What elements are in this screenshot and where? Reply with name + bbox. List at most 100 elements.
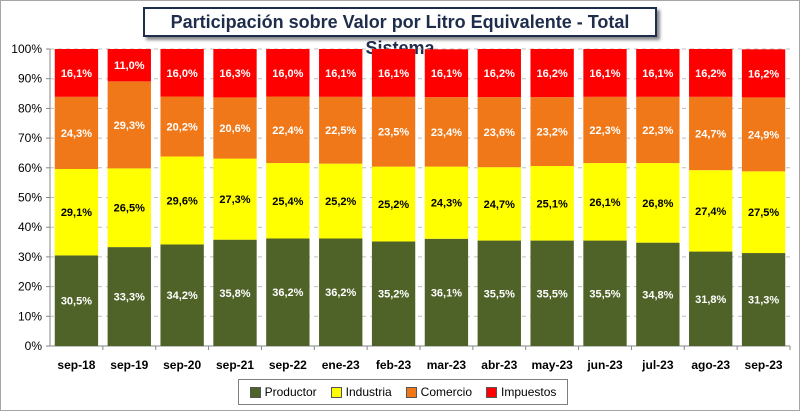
bar-segment-productor (213, 239, 257, 346)
y-tick-label: 70% (18, 131, 42, 145)
bar-segment-comercio (319, 96, 363, 164)
data-label: 16,2% (748, 68, 779, 80)
data-label: 35,5% (484, 288, 515, 300)
data-label: 16,1% (325, 68, 356, 80)
bar-segment-industria (424, 166, 469, 239)
data-label: 23,2% (537, 127, 568, 139)
bar-segment-productor (266, 238, 310, 346)
data-label: 16,1% (589, 68, 620, 80)
bar-segment-industria (741, 171, 786, 254)
data-label: 29,6% (167, 195, 198, 207)
data-label: 24,7% (484, 199, 515, 211)
data-label: 25,2% (325, 196, 356, 208)
data-label: 34,8% (642, 289, 673, 301)
bar-segment-comercio (213, 97, 257, 159)
bar-segment-impuestos (530, 49, 574, 98)
y-tick-label: 90% (18, 72, 42, 86)
data-label: 25,1% (537, 198, 568, 210)
data-label: 16,2% (537, 68, 568, 80)
legend-item: Impuestos (486, 385, 556, 399)
x-tick-label: abr-23 (481, 358, 517, 372)
bar-segment-impuestos (477, 49, 521, 98)
bar-segment-comercio (530, 97, 574, 167)
bar-segment-productor (583, 240, 627, 346)
bar-segment-productor (636, 242, 680, 346)
data-label: 11,0% (114, 60, 145, 72)
legend-label: Comercio (420, 385, 473, 399)
bar-segment-productor (371, 241, 416, 346)
x-tick-label: ago-23 (691, 358, 730, 372)
bar-segment-industria (160, 156, 204, 245)
x-tick-label: jun-23 (586, 358, 623, 372)
legend-swatch (405, 386, 417, 398)
data-label: 27,5% (748, 207, 779, 219)
data-label: 26,5% (114, 203, 145, 215)
bar-segment-impuestos (689, 49, 733, 97)
legend-item: Industria (330, 385, 392, 399)
legend-item: Comercio (405, 385, 473, 399)
data-label: 29,1% (61, 207, 92, 219)
data-label: 16,1% (378, 68, 409, 80)
legend: Productor Industria Comercio Impuestos (238, 379, 568, 405)
x-tick-label: sep-21 (216, 358, 254, 372)
y-tick-label: 80% (18, 101, 42, 115)
x-tick-label: jul-23 (641, 358, 674, 372)
y-tick-label: 30% (18, 250, 42, 264)
bar-segment-industria (477, 167, 521, 241)
data-label: 16,3% (219, 68, 250, 80)
data-label: 31,3% (748, 295, 779, 307)
x-tick-label: sep-19 (110, 358, 148, 372)
bar-segment-impuestos (741, 49, 786, 98)
legend-swatch (486, 386, 498, 398)
bar-segment-productor (424, 238, 469, 346)
bar-segment-comercio (636, 96, 680, 164)
data-label: 27,3% (219, 194, 250, 206)
y-tick-label: 50% (18, 191, 42, 205)
data-label: 22,5% (325, 125, 356, 137)
data-label: 25,4% (272, 196, 303, 208)
bar-segment-industria (583, 163, 627, 241)
data-label: 20,6% (219, 123, 250, 135)
bar-segment-productor (107, 247, 151, 346)
bar-segment-impuestos (424, 49, 469, 98)
data-label: 16,2% (695, 68, 726, 80)
bar-segment-impuestos (636, 49, 680, 97)
data-label: 35,8% (219, 288, 250, 300)
bar-segment-industria (689, 170, 733, 252)
bar-segment-industria (530, 166, 574, 241)
data-label: 16,2% (484, 68, 515, 80)
x-tick-label: sep-23 (745, 358, 783, 372)
data-label: 24,7% (695, 128, 726, 140)
bar-segment-comercio (266, 96, 310, 164)
bar-segment-industria (371, 166, 416, 242)
data-label: 31,8% (695, 294, 726, 306)
data-label: 16,1% (642, 68, 673, 80)
y-tick-label: 10% (18, 309, 42, 323)
legend-swatch (330, 386, 342, 398)
bar-segment-industria (213, 158, 257, 240)
data-label: 24,3% (431, 198, 462, 210)
data-label: 25,2% (378, 199, 409, 211)
data-label: 16,0% (167, 68, 198, 80)
legend-label: Productor (264, 385, 317, 399)
data-label: 16,1% (431, 68, 462, 80)
y-tick-label: 100% (11, 42, 42, 56)
legend-label: Impuestos (501, 385, 557, 399)
bar-segment-impuestos (160, 49, 204, 97)
data-label: 16,1% (61, 68, 92, 80)
data-label: 30,5% (61, 296, 92, 308)
x-tick-label: mar-23 (427, 358, 467, 372)
x-tick-label: sep-22 (269, 358, 307, 372)
x-tick-label: sep-20 (163, 358, 201, 372)
data-label: 16,0% (272, 68, 303, 80)
bar-segment-impuestos (213, 49, 257, 98)
bar-segment-comercio (107, 81, 151, 169)
bar-segment-comercio (583, 96, 627, 164)
data-label: 36,2% (272, 287, 303, 299)
data-label: 36,2% (325, 287, 356, 299)
y-tick-label: 60% (18, 161, 42, 175)
bar-segment-comercio (741, 97, 786, 172)
bar-segment-industria (54, 168, 99, 256)
data-label: 36,1% (431, 287, 462, 299)
